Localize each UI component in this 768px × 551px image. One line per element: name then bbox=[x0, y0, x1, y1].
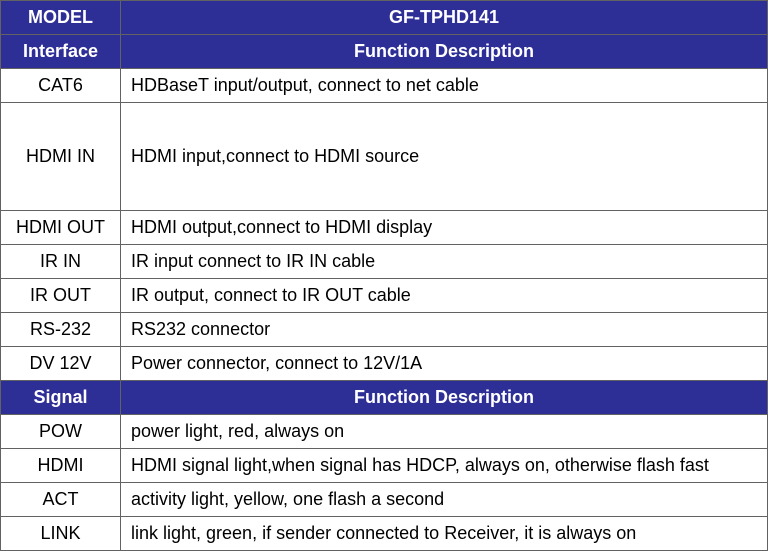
interface-name: IR OUT bbox=[1, 279, 121, 313]
signal-name: POW bbox=[1, 415, 121, 449]
interface-row: DV 12VPower connector, connect to 12V/1A bbox=[1, 347, 768, 381]
signal-desc: power light, red, always on bbox=[121, 415, 768, 449]
header-model-label: MODEL bbox=[1, 1, 121, 35]
interface-desc: IR input connect to IR IN cable bbox=[121, 245, 768, 279]
interface-desc: RS232 connector bbox=[121, 313, 768, 347]
interface-row: HDMI OUTHDMI output,connect to HDMI disp… bbox=[1, 211, 768, 245]
spec-table: MODEL GF-TPHD141 Interface Function Desc… bbox=[0, 0, 768, 551]
interface-name: IR IN bbox=[1, 245, 121, 279]
header-model-value: GF-TPHD141 bbox=[121, 1, 768, 35]
header-interface-label: Interface bbox=[1, 35, 121, 69]
interface-name: HDMI IN bbox=[1, 103, 121, 211]
signal-row: HDMIHDMI signal light,when signal has HD… bbox=[1, 449, 768, 483]
interface-desc: Power connector, connect to 12V/1A bbox=[121, 347, 768, 381]
signal-row: POWpower light, red, always on bbox=[1, 415, 768, 449]
interface-row: CAT6HDBaseT input/output, connect to net… bbox=[1, 69, 768, 103]
interface-name: CAT6 bbox=[1, 69, 121, 103]
interface-desc: HDMI output,connect to HDMI display bbox=[121, 211, 768, 245]
signal-name: LINK bbox=[1, 517, 121, 551]
signal-desc: link light, green, if sender connected t… bbox=[121, 517, 768, 551]
interface-desc: HDMI input,connect to HDMI source bbox=[121, 103, 768, 211]
interface-name: HDMI OUT bbox=[1, 211, 121, 245]
interface-desc: IR output, connect to IR OUT cable bbox=[121, 279, 768, 313]
signal-desc: HDMI signal light,when signal has HDCP, … bbox=[121, 449, 768, 483]
header-row-signal: Signal Function Description bbox=[1, 381, 768, 415]
signal-desc: activity light, yellow, one flash a seco… bbox=[121, 483, 768, 517]
interface-desc: HDBaseT input/output, connect to net cab… bbox=[121, 69, 768, 103]
interface-row: IR INIR input connect to IR IN cable bbox=[1, 245, 768, 279]
header-signal-value: Function Description bbox=[121, 381, 768, 415]
spec-table-body: MODEL GF-TPHD141 Interface Function Desc… bbox=[1, 1, 768, 551]
signal-name: HDMI bbox=[1, 449, 121, 483]
header-signal-label: Signal bbox=[1, 381, 121, 415]
signal-row: ACTactivity light, yellow, one flash a s… bbox=[1, 483, 768, 517]
signal-row: LINKlink light, green, if sender connect… bbox=[1, 517, 768, 551]
header-row-interface: Interface Function Description bbox=[1, 35, 768, 69]
interface-row: IR OUTIR output, connect to IR OUT cable bbox=[1, 279, 768, 313]
interface-row: HDMI INHDMI input,connect to HDMI source bbox=[1, 103, 768, 211]
signal-name: ACT bbox=[1, 483, 121, 517]
interface-name: DV 12V bbox=[1, 347, 121, 381]
header-row-model: MODEL GF-TPHD141 bbox=[1, 1, 768, 35]
header-interface-value: Function Description bbox=[121, 35, 768, 69]
interface-row: RS-232RS232 connector bbox=[1, 313, 768, 347]
interface-name: RS-232 bbox=[1, 313, 121, 347]
